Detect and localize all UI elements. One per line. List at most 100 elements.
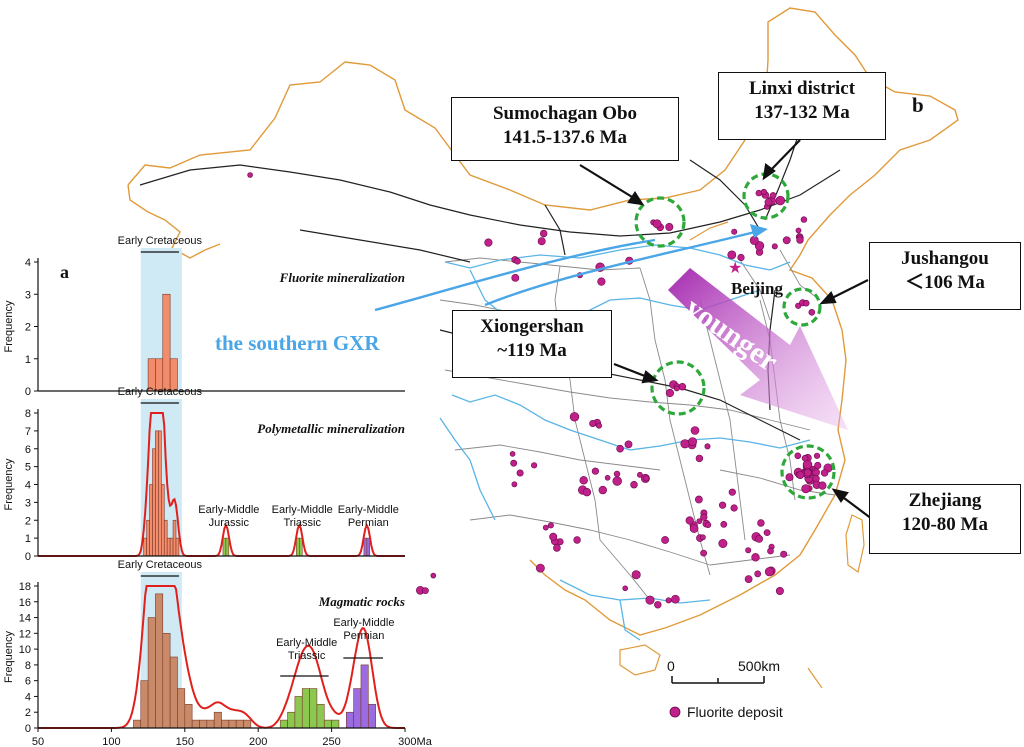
china-fluorite-map: younger ★ Beijing the southern GXR b — [127, 7, 959, 720]
fluorite-deposit-dot — [511, 273, 520, 282]
histogram-bar — [162, 633, 171, 729]
cluster-sumochagan — [634, 196, 686, 248]
callout-name: Xiongershan — [480, 316, 584, 337]
fluorite-deposit-dot — [818, 481, 827, 490]
fluorite-deposit-dot — [516, 469, 524, 477]
panel-label-a: a — [60, 262, 69, 282]
callout-age: 141.5-137.6 Ma — [502, 127, 627, 148]
callout-jushangou: Jushangou ＜106 Ma — [869, 242, 1021, 310]
callout-age: 120-80 Ma — [901, 514, 988, 535]
y-tick-label: 4 — [25, 691, 31, 703]
fluorite-deposit-dot — [661, 536, 669, 544]
fluorite-deposit-dot — [536, 563, 545, 573]
y-tick-label: 0 — [25, 723, 31, 735]
fluorite-deposit-dot — [643, 475, 650, 482]
beijing-label: Beijing — [731, 279, 783, 298]
period-label: Triassic — [288, 650, 326, 662]
y-tick-label: 6 — [25, 444, 31, 456]
cluster-zhejiang — [780, 444, 836, 500]
histogram-bar — [140, 680, 149, 729]
fluorite-deposit-dot — [800, 216, 808, 223]
fluorite-deposit-dot — [700, 549, 707, 557]
histogram-bar — [367, 704, 376, 729]
y-tick-label: 2 — [25, 322, 31, 334]
histogram-bar — [363, 537, 368, 557]
fluorite-deposit-dot — [573, 536, 581, 544]
cluster-xiongershan — [650, 360, 706, 416]
callout-linxi-district: Linxi district 137-132 Ma — [718, 72, 886, 140]
fluorite-deposit-dot — [718, 501, 727, 509]
callout-pointers — [579, 139, 881, 526]
fluorite-deposit-dot — [755, 535, 763, 543]
period-label: Early-Middle — [333, 617, 394, 629]
hainan-island — [619, 644, 661, 676]
fluorite-deposit-dot — [591, 467, 600, 475]
fluorite-deposit-dot — [704, 443, 711, 450]
histogram-bar — [221, 719, 230, 729]
fluorite-deposit-dot — [553, 544, 561, 552]
fluorite-deposit-dot — [622, 585, 629, 592]
fluorite-deposit-dot — [537, 237, 546, 246]
fluorite-deposit-dot — [673, 385, 680, 392]
fluorite-deposit-dot — [745, 547, 752, 554]
y-tick-label: 2 — [25, 515, 31, 527]
fluorite-deposit-dot — [754, 570, 762, 578]
national-boundary-west — [127, 184, 221, 259]
period-label: Early-Middle — [276, 637, 337, 649]
y-tick-label: 3 — [25, 289, 31, 301]
x-tick-label: 300Ma — [398, 736, 433, 747]
histogram-bar — [299, 537, 303, 557]
fluorite-deposit-dot — [430, 572, 437, 579]
gxr-arrow-branch — [484, 230, 756, 307]
histogram-bar — [191, 719, 200, 729]
histogram-bar — [353, 688, 362, 729]
histogram-panel-1: 0 1 2 3 4 Frequency Fluorite mineralization Ear… — [3, 235, 405, 398]
y-axis-title: Frequency — [3, 631, 15, 683]
histogram-bar — [155, 430, 159, 557]
fluorite-deposit-dot — [598, 485, 607, 495]
fluorite-deposit-dot — [731, 228, 738, 235]
x-tick-label: 250 — [322, 736, 340, 747]
histogram-bar — [301, 688, 310, 729]
y-tick-label: 3 — [25, 497, 31, 509]
y-tick-label: 14 — [19, 613, 31, 625]
histogram-bar — [366, 537, 371, 557]
scale-bar — [671, 676, 765, 684]
period-label: Permian — [343, 630, 384, 642]
fluorite-deposit-dot — [514, 257, 521, 265]
fluorite-deposit-dot — [484, 238, 493, 247]
histogram-bar — [161, 484, 165, 557]
fluorite-deposit-dot — [579, 476, 588, 485]
period-label: Early-Middle — [198, 504, 259, 516]
x-tick-label: 100 — [102, 736, 120, 747]
fluorite-deposit-dot — [421, 587, 429, 594]
fluorite-deposit-dot — [727, 250, 737, 260]
fluorite-deposit-dot — [510, 459, 518, 467]
histogram-bar — [147, 617, 156, 729]
y-tick-label: 4 — [25, 257, 31, 269]
histogram-bar — [309, 688, 318, 729]
fluorite-deposit-dot — [700, 513, 708, 521]
fluorite-deposit-dot — [597, 277, 606, 286]
fluorite-deposit-dot — [780, 550, 788, 558]
fluorite-deposit-dot — [654, 601, 662, 609]
y-tick-label: 10 — [19, 644, 31, 656]
fluorite-deposit-dot — [689, 524, 699, 533]
histogram-bar — [345, 711, 354, 729]
fluorite-deposit-dot — [769, 192, 777, 199]
histogram-bar — [169, 656, 178, 729]
rivers — [439, 244, 811, 641]
histogram-bar — [166, 537, 171, 557]
fluorite-deposit-dot — [695, 454, 704, 463]
fluorite-deposit-dot — [589, 419, 597, 427]
fluorite-deposit-dot — [718, 538, 728, 548]
fluorite-deposit-dot — [645, 595, 655, 605]
fluorite-deposit-dot — [728, 488, 736, 496]
fluorite-deposit-dot — [764, 198, 773, 207]
fluorite-deposit-dot — [763, 529, 771, 536]
fluorite-deposits — [247, 172, 833, 609]
fluorite-deposit-dot — [613, 470, 621, 478]
fluorite-deposit-dot — [637, 471, 643, 478]
fluorite-deposit-dot — [652, 219, 662, 229]
